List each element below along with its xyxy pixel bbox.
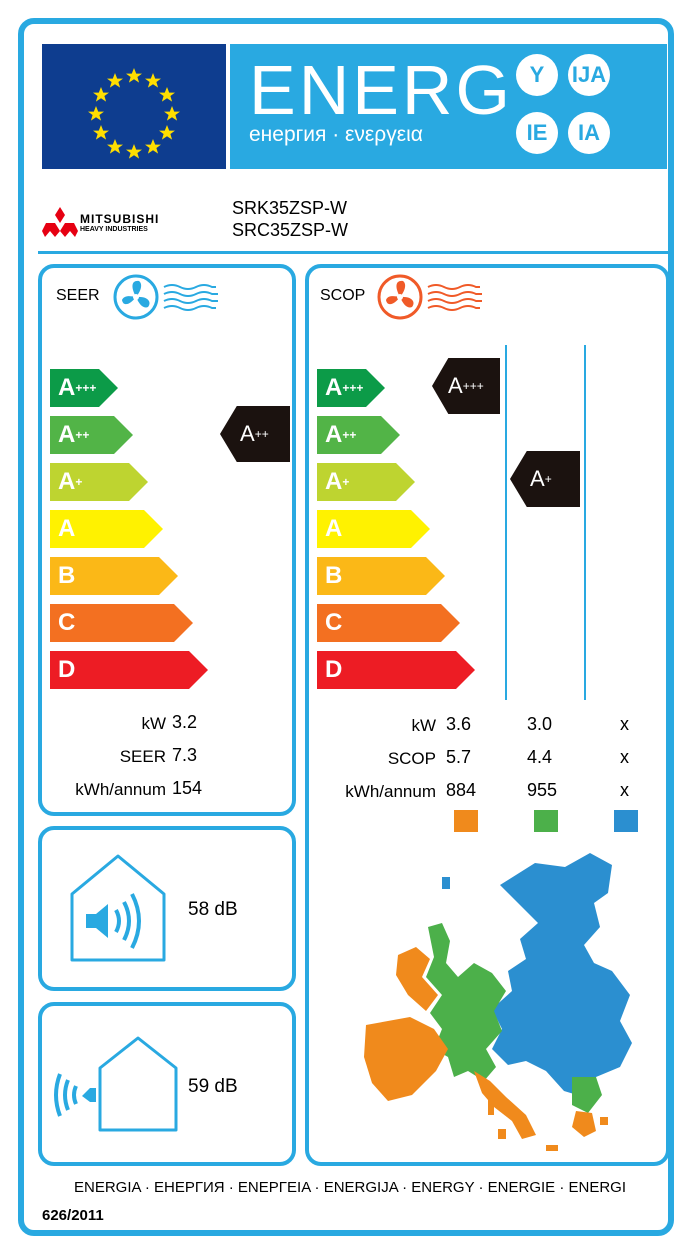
scale-bar-1: A ++: [50, 416, 133, 454]
model-outdoor: SRC35ZSP-W: [232, 220, 349, 240]
scale-letter: B: [58, 562, 76, 589]
cooling-rating-sup: ++: [254, 427, 269, 441]
scale-letter: A: [58, 468, 76, 495]
scale-bar-3: A: [317, 510, 430, 548]
eu-stars-icon: [88, 68, 180, 159]
heating-row-label: SCOP: [387, 749, 436, 768]
indoor-speaker-icon: [64, 850, 172, 971]
cooling-row-value: 154: [172, 778, 203, 798]
suffix-badge-y: Y: [516, 54, 558, 96]
scale-bar-4: B: [50, 557, 178, 595]
climate-average-swatch: [454, 810, 478, 832]
scale-bar-5: C: [50, 604, 193, 642]
scale-bar-6: D: [50, 651, 208, 689]
scale-sup: +++: [342, 381, 364, 395]
cooling-row-label: SEER: [119, 747, 166, 766]
cooling-rating-pointer: A ++: [220, 406, 290, 462]
heating-average-letter: A: [448, 373, 463, 398]
outdoor-noise-panel: [38, 1002, 296, 1166]
cooling-row-label: kWh/annum: [75, 780, 166, 799]
heating-warmer-letter: A: [530, 466, 545, 491]
indoor-noise-value: 58 dB: [188, 899, 238, 920]
outdoor-speaker-icon: [50, 1034, 180, 1139]
model-indoor: SRK35ZSP-W: [232, 198, 348, 218]
outdoor-noise-value: 59 dB: [188, 1076, 238, 1097]
scale-letter: A: [325, 468, 343, 495]
scale-bar-4: B: [317, 557, 445, 595]
climate-warmer-swatch: [614, 810, 638, 832]
heating-average-sup: +++: [462, 379, 484, 393]
scale-bar-5: C: [317, 604, 460, 642]
heating-row-value: 4.4: [527, 747, 553, 767]
cooling-rating-letter: A: [240, 421, 255, 446]
heating-fan-icon: [376, 272, 492, 327]
scale-bar-6: D: [317, 651, 475, 689]
heating-row-value: x: [620, 747, 629, 767]
scale-letter: A: [58, 515, 76, 542]
suffix-badge-ie: IE: [516, 112, 558, 154]
heating-row-value: x: [620, 780, 629, 800]
europe-climate-map: [350, 845, 650, 1160]
scale-letter: B: [325, 562, 343, 589]
cooling-panel: [38, 264, 296, 816]
brand-logo: [42, 207, 78, 242]
heating-row-label: kW: [411, 716, 436, 735]
heating-row-label: kWh/annum: [345, 782, 436, 801]
scale-sup: ++: [75, 428, 90, 442]
regulation-number: 626/2011: [42, 1207, 104, 1224]
heating-average-pointer: A +++: [432, 358, 500, 414]
scale-bar-2: A +: [50, 463, 148, 501]
cooling-row-value: 7.3: [172, 745, 198, 765]
heating-warmer-pointer: A +: [510, 451, 580, 507]
scale-letter: A: [325, 421, 343, 448]
cooling-row-label: kW: [141, 714, 166, 733]
scale-letter: C: [325, 609, 343, 636]
heating-row-value: 5.7: [446, 747, 472, 767]
scale-bar-2: A +: [317, 463, 415, 501]
heating-row-value: 3.0: [527, 714, 553, 734]
cooling-row-value: 3.2: [172, 712, 198, 732]
scale-letter: A: [325, 515, 343, 542]
suffix-badge-ia: IA: [568, 112, 610, 154]
heating-row-value: x: [620, 714, 629, 734]
brand-name: MITSUBISHI: [80, 212, 160, 226]
scale-letter: A: [58, 421, 76, 448]
label-frame: [18, 18, 674, 1236]
heating-row-value: 955: [527, 780, 558, 800]
divider: [38, 251, 670, 254]
indoor-noise-panel: [38, 826, 296, 991]
scale-sup: +: [342, 475, 350, 489]
scale-letter: A: [325, 374, 343, 401]
scale-letter: C: [58, 609, 76, 636]
scale-letter: A: [58, 374, 76, 401]
eu-flag: [42, 44, 226, 169]
scale-sup: ++: [342, 428, 357, 442]
scale-letter: D: [58, 656, 76, 683]
column-divider-2: [584, 345, 586, 700]
climate-colder-swatch: [534, 810, 558, 832]
seer-title: SEER: [56, 287, 100, 304]
heating-row-value: 884: [446, 780, 477, 800]
energy-word: ENERG: [249, 51, 513, 129]
scop-title: SCOP: [320, 287, 366, 304]
scale-bar-3: A: [50, 510, 163, 548]
heating-panel: [305, 264, 670, 1166]
energy-subtitle: енергия · ενεργεια: [249, 123, 423, 146]
scale-sup: +: [75, 475, 83, 489]
suffix-badge-ija: IJA: [568, 54, 610, 96]
column-divider-1: [505, 345, 507, 700]
three-diamonds-icon: [42, 207, 78, 237]
footer-languages: ENERGIA · ЕНЕРГИЯ · ΕΝΕΡΓΕΙΑ · ENERGIJA …: [74, 1179, 626, 1196]
cooling-fan-icon: [112, 272, 228, 327]
scale-letter: D: [325, 656, 343, 683]
scale-sup: +++: [75, 381, 97, 395]
scale-bar-1: A ++: [317, 416, 400, 454]
heating-warmer-sup: +: [544, 472, 552, 486]
heating-row-value: 3.6: [446, 714, 472, 734]
brand-sub-name: HEAVY INDUSTRIES: [80, 226, 148, 233]
